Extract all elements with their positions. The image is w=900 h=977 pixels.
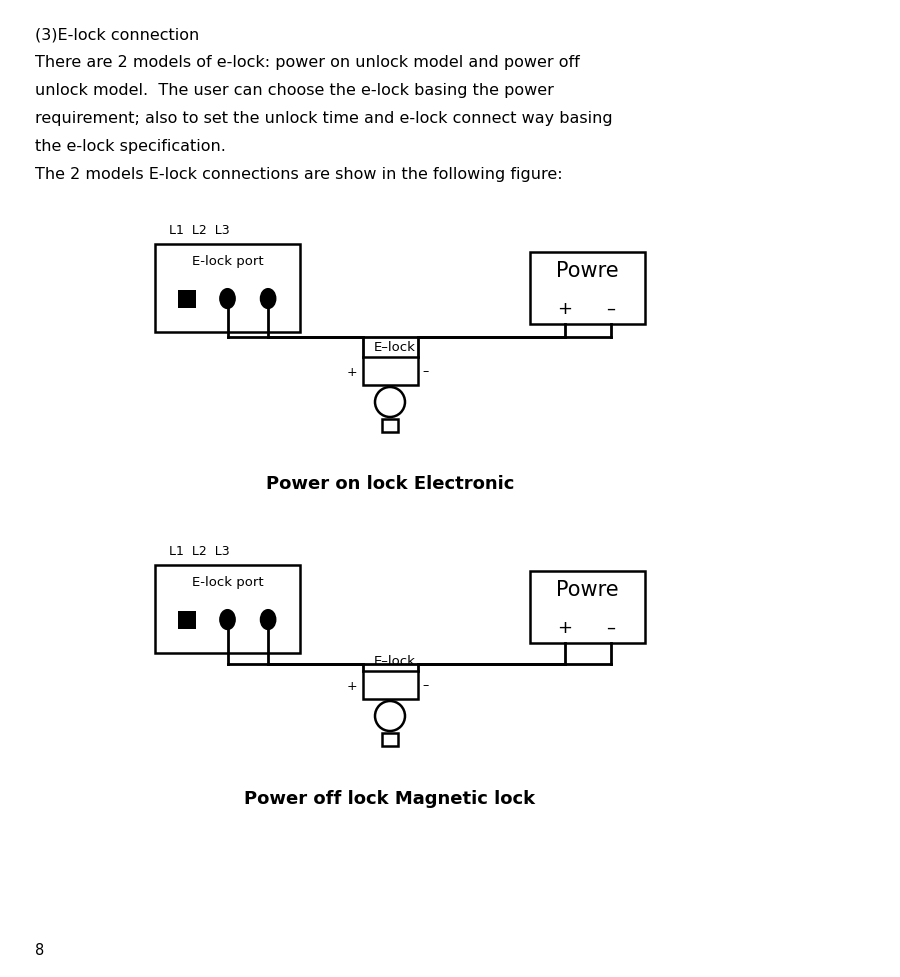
- Bar: [178, 611, 196, 629]
- Text: +: +: [557, 618, 572, 636]
- Ellipse shape: [220, 610, 235, 630]
- Text: The 2 models E-lock connections are show in the following figure:: The 2 models E-lock connections are show…: [35, 167, 562, 182]
- Text: There are 2 models of e-lock: power on unlock model and power off: There are 2 models of e-lock: power on u…: [35, 55, 580, 70]
- Text: E–lock: E–lock: [374, 655, 416, 667]
- Text: requirement; also to set the unlock time and e-lock connect way basing: requirement; also to set the unlock time…: [35, 110, 613, 126]
- Text: (3)E-lock connection: (3)E-lock connection: [35, 28, 199, 43]
- Circle shape: [375, 701, 405, 731]
- Text: E–lock: E–lock: [374, 341, 416, 354]
- Text: L1  L2  L3: L1 L2 L3: [169, 544, 230, 558]
- Bar: [382, 419, 398, 433]
- Bar: [363, 671, 418, 700]
- Text: the e-lock specification.: the e-lock specification.: [35, 139, 226, 153]
- Text: Power on lock Electronic: Power on lock Electronic: [266, 475, 514, 492]
- Text: L1  L2  L3: L1 L2 L3: [169, 224, 230, 236]
- Bar: [155, 566, 300, 654]
- Circle shape: [375, 388, 405, 417]
- Text: E-lock port: E-lock port: [192, 575, 264, 588]
- Ellipse shape: [220, 289, 235, 309]
- Text: Powre: Powre: [556, 261, 619, 280]
- Ellipse shape: [260, 289, 275, 309]
- Text: –: –: [422, 679, 428, 692]
- Text: Powre: Powre: [556, 579, 619, 599]
- Bar: [178, 290, 196, 309]
- Text: 8: 8: [35, 942, 44, 957]
- Bar: [363, 358, 418, 386]
- Text: +: +: [346, 365, 357, 378]
- Text: E-lock port: E-lock port: [192, 255, 264, 268]
- Text: –: –: [606, 618, 615, 636]
- Text: –: –: [606, 300, 615, 318]
- Bar: [530, 253, 645, 324]
- Ellipse shape: [260, 610, 275, 630]
- Text: –: –: [422, 365, 428, 378]
- Text: Power off lock Magnetic lock: Power off lock Magnetic lock: [245, 789, 536, 807]
- Bar: [155, 245, 300, 332]
- Text: unlock model.  The user can choose the e-lock basing the power: unlock model. The user can choose the e-…: [35, 83, 554, 98]
- Text: +: +: [557, 300, 572, 318]
- Bar: [530, 572, 645, 643]
- Bar: [382, 734, 398, 746]
- Text: +: +: [346, 679, 357, 692]
